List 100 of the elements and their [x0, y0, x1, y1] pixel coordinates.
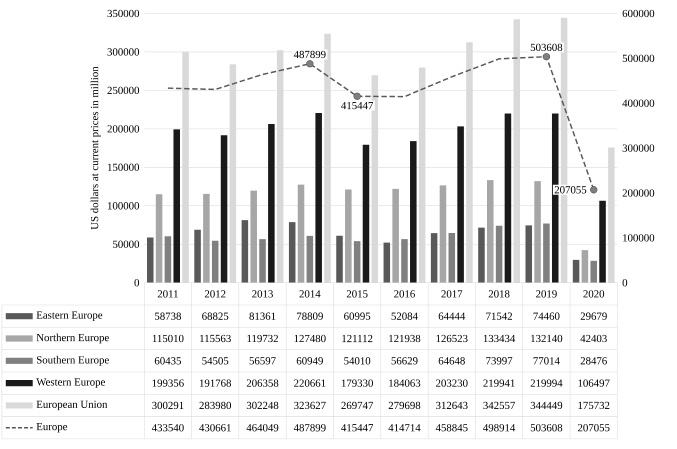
y-tick-label: 150000 — [108, 164, 140, 172]
x-tick-label: 2018 — [488, 290, 510, 298]
data-label: 71542 — [486, 312, 512, 320]
data-label: 415447 — [341, 102, 374, 110]
y2-tick-label: 300000 — [622, 144, 654, 152]
bar — [336, 236, 343, 283]
data-label: 206358 — [246, 380, 278, 388]
y-tick-label: 200000 — [107, 125, 140, 133]
point — [590, 186, 598, 194]
data-label: 56597 — [250, 357, 276, 365]
data-label: 207055 — [578, 424, 610, 432]
x-tick-label: 2011 — [158, 290, 178, 298]
data-label: 344449 — [530, 402, 562, 410]
data-label: 54010 — [344, 357, 370, 365]
data-label: 342557 — [483, 402, 515, 410]
legend-label: Southern Europe — [36, 356, 109, 366]
data-label: 60435 — [154, 357, 181, 365]
bar — [212, 241, 218, 283]
data-label: 74460 — [534, 312, 560, 320]
data-label: 68825 — [202, 312, 228, 320]
legend-label: Western Europe — [36, 378, 105, 388]
bar — [288, 222, 296, 283]
data-label: 458845 — [436, 424, 468, 432]
data-label: 191768 — [200, 380, 232, 388]
x-tick-label: 2013 — [252, 290, 273, 298]
bar — [259, 239, 266, 283]
data-label: 121938 — [389, 335, 420, 342]
legend-label: Europe — [36, 423, 68, 433]
data-label: 323627 — [294, 402, 326, 410]
bar — [504, 114, 512, 283]
bar — [298, 184, 304, 283]
data-label: 78809 — [297, 312, 323, 320]
y-tick-label: 300000 — [108, 48, 140, 56]
y2-tick-label: 500000 — [622, 54, 654, 62]
x-tick-label: 2020 — [583, 290, 604, 298]
legend-label: Eastern Europe — [36, 312, 102, 322]
data-label: 414714 — [388, 424, 421, 432]
point — [306, 60, 314, 68]
data-label: 312643 — [436, 402, 468, 410]
y2-tick-label: 600000 — [622, 10, 654, 18]
bar — [410, 141, 417, 283]
data-label: 487899 — [294, 424, 326, 432]
bar — [457, 126, 464, 283]
y2-tick-label: 200000 — [622, 190, 654, 197]
bar — [242, 220, 248, 283]
point — [354, 92, 361, 100]
y2-tick-label: 100000 — [623, 234, 654, 242]
data-label: 52084 — [392, 312, 418, 320]
bar — [156, 194, 162, 283]
data-label: 28476 — [580, 357, 607, 365]
data-label: 503608 — [530, 44, 562, 52]
data-label: 199356 — [152, 380, 184, 387]
data-label: 219941 — [483, 380, 515, 387]
data-label: 115563 — [200, 335, 231, 342]
data-label: 121112 — [342, 335, 372, 342]
bar — [194, 230, 201, 283]
data-label: 54505 — [202, 357, 228, 365]
bar — [220, 135, 228, 283]
x-tick-label: 2012 — [204, 290, 226, 298]
bar — [448, 233, 456, 283]
bar — [250, 190, 257, 283]
x-tick-label: 2014 — [299, 290, 320, 298]
data-label: 73997 — [486, 357, 512, 365]
legend-label: European Union — [36, 400, 108, 410]
bar — [525, 226, 532, 283]
bar — [478, 228, 485, 283]
data-label: 207055 — [554, 186, 586, 194]
bar — [315, 113, 322, 283]
bar — [440, 186, 446, 283]
data-label: 175732 — [578, 402, 610, 410]
x-tick-label: 2015 — [346, 290, 368, 298]
data-label: 283980 — [199, 402, 232, 410]
data-label: 179330 — [342, 380, 373, 388]
bar — [384, 242, 390, 283]
y-tick-label: 350000 — [108, 10, 140, 18]
bar — [590, 261, 597, 283]
y-tick-label: 50000 — [113, 240, 140, 248]
data-label: 498914 — [483, 424, 516, 432]
data-label: 503608 — [530, 424, 562, 432]
data-label: 42403 — [580, 335, 607, 342]
bar — [354, 241, 360, 283]
y-tick-label: 100000 — [108, 202, 140, 210]
legend-label: Northern Europe — [36, 334, 109, 344]
data-label: 77014 — [534, 357, 560, 365]
data-label: 58738 — [155, 312, 182, 320]
data-label: 487899 — [294, 51, 326, 58]
bar — [430, 233, 438, 283]
point — [542, 53, 550, 61]
y-axis-title: US dollars at current prices in million — [90, 66, 100, 230]
data-label: 302248 — [246, 402, 278, 410]
bar — [543, 224, 550, 283]
data-label: 64444 — [438, 312, 466, 320]
data-label: 184063 — [389, 380, 420, 388]
y-tick-label: 250000 — [107, 87, 140, 94]
data-label: 430661 — [199, 424, 231, 432]
data-label: 60995 — [344, 312, 370, 320]
bar — [345, 190, 352, 283]
bar — [496, 226, 502, 283]
bar — [268, 124, 275, 283]
bar — [572, 260, 580, 283]
